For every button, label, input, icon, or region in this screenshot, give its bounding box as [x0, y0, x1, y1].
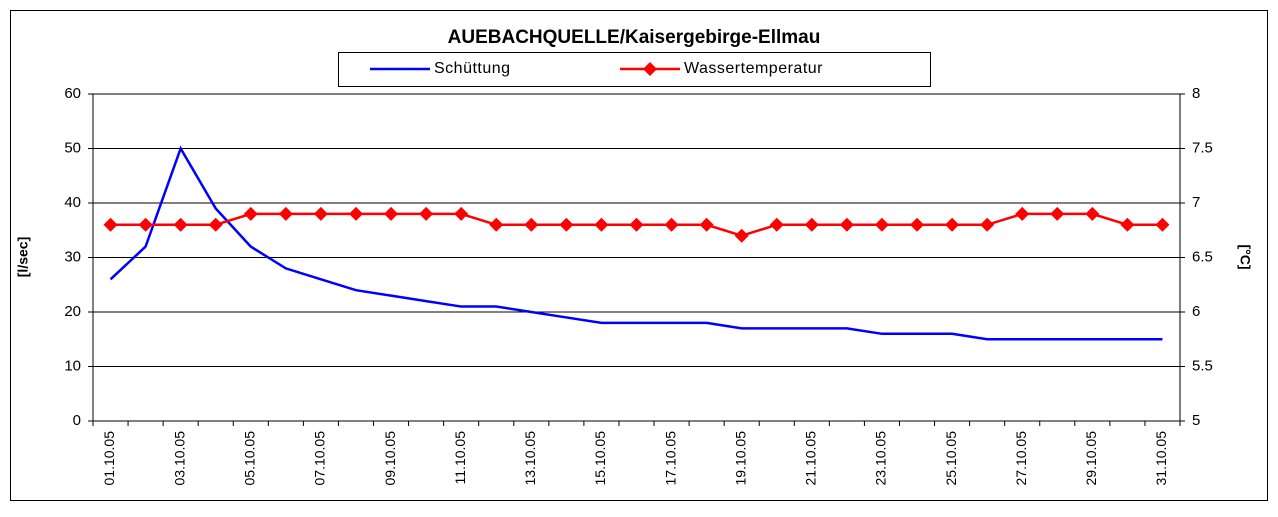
- marker: [1120, 217, 1135, 232]
- x-tick-label: 03.10.05: [171, 431, 187, 486]
- legend-label: Wassertemperatur: [684, 60, 823, 77]
- marker: [629, 217, 644, 232]
- x-tick-label: 17.10.05: [662, 431, 678, 486]
- x-tick-label: 11.10.05: [452, 431, 468, 485]
- marker: [1085, 206, 1100, 221]
- y-axis-label: [l/sec]: [15, 237, 31, 277]
- y-tick-label: 50: [64, 139, 81, 156]
- y2-axis-label: [°C]: [1237, 244, 1253, 269]
- x-tick-label: 29.10.05: [1083, 431, 1099, 486]
- marker: [173, 217, 188, 232]
- chart-title: AUEBACHQUELLE/Kaisergebirge-Ellmau: [448, 27, 821, 48]
- x-tick-label: 19.10.05: [732, 431, 748, 486]
- marker: [489, 217, 504, 232]
- marker: [454, 206, 469, 221]
- y2-tick-label: 6.5: [1192, 248, 1213, 265]
- x-tick-label: 21.10.05: [803, 431, 819, 486]
- marker: [769, 217, 784, 232]
- y2-tick-label: 5.5: [1192, 357, 1213, 374]
- x-tick-label: 09.10.05: [382, 431, 398, 486]
- marker: [1155, 217, 1170, 232]
- y2-tick-label: 5: [1192, 412, 1200, 429]
- marker: [945, 217, 960, 232]
- marker: [559, 217, 574, 232]
- series-line: [109, 145, 1163, 341]
- marker: [524, 217, 539, 232]
- marker: [874, 217, 889, 232]
- marker: [699, 217, 714, 232]
- marker: [910, 217, 925, 232]
- marker: [664, 217, 679, 232]
- marker: [138, 217, 153, 232]
- x-tick-label: 07.10.05: [312, 431, 328, 486]
- x-tick-label: 01.10.05: [101, 431, 117, 486]
- marker: [419, 206, 434, 221]
- legend-marker: [643, 62, 657, 76]
- marker: [313, 206, 328, 221]
- marker: [103, 217, 118, 232]
- y2-tick-label: 7.5: [1192, 139, 1213, 156]
- legend-label: Schüttung: [434, 60, 511, 77]
- x-tick-label: 25.10.05: [943, 431, 959, 486]
- x-tick-label: 31.10.05: [1153, 431, 1169, 486]
- y-tick-label: 20: [64, 303, 81, 320]
- y-tick-label: 0: [73, 412, 81, 429]
- y-tick-label: 10: [64, 357, 81, 374]
- marker: [1050, 206, 1065, 221]
- marker: [734, 228, 749, 243]
- x-tick-label: 15.10.05: [592, 431, 608, 486]
- y-tick-label: 30: [64, 248, 81, 265]
- marker: [243, 206, 258, 221]
- marker: [980, 217, 995, 232]
- x-tick-label: 23.10.05: [873, 431, 889, 486]
- y2-tick-label: 6: [1192, 303, 1200, 320]
- marker: [278, 206, 293, 221]
- y2-tick-label: 7: [1192, 194, 1200, 211]
- marker: [384, 206, 399, 221]
- x-tick-label: 05.10.05: [241, 431, 257, 486]
- marker: [839, 217, 854, 232]
- chart-frame: [10, 10, 1268, 501]
- marker: [804, 217, 819, 232]
- marker: [1015, 206, 1030, 221]
- y2-tick-label: 8: [1192, 85, 1200, 102]
- y-tick-label: 60: [64, 85, 81, 102]
- x-tick-label: 27.10.05: [1013, 431, 1029, 486]
- marker: [348, 206, 363, 221]
- x-tick-label: 13.10.05: [522, 431, 538, 486]
- marker: [594, 217, 609, 232]
- marker: [208, 217, 223, 232]
- y-tick-label: 40: [64, 194, 81, 211]
